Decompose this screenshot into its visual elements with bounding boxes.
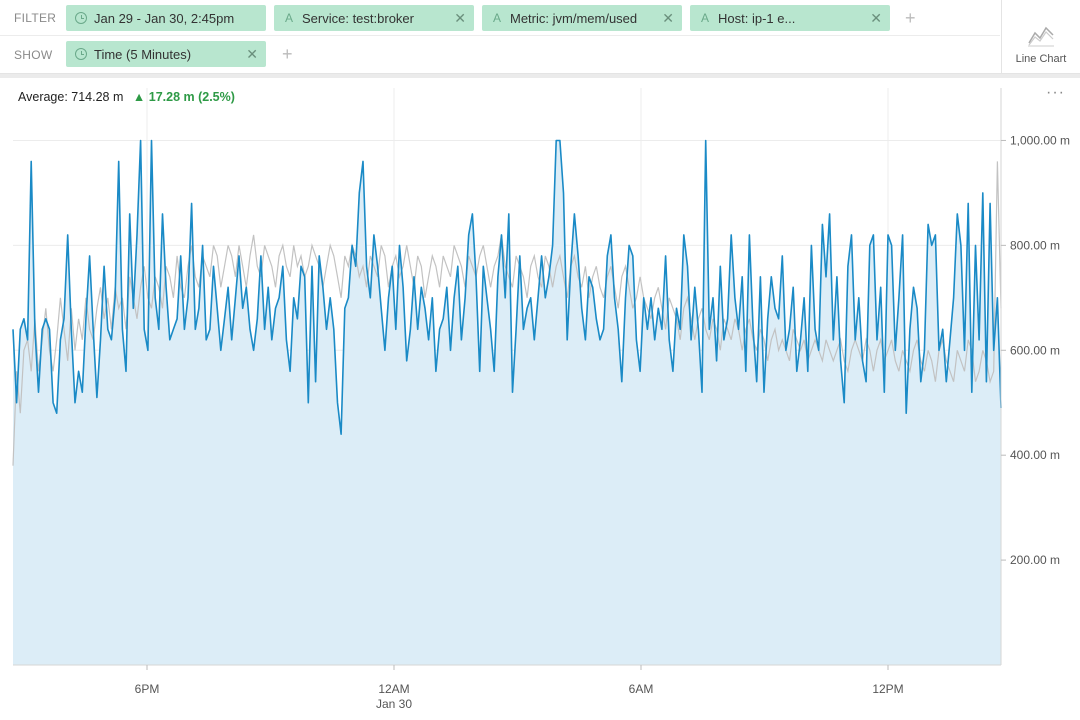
y-tick-label: 400.00 m (1010, 448, 1060, 462)
x-tick-label: 6AM (629, 682, 654, 696)
more-options-icon[interactable]: ··· (1046, 84, 1065, 101)
x-tick-label: 12AM (378, 682, 409, 696)
y-tick-label: 1,000.00 m (1010, 133, 1070, 147)
filter-pill-text: Service: test:broker (302, 10, 414, 26)
x-tick-label: 12PM (872, 682, 903, 696)
delta-value: ▲ 17.28 m (2.5%) (133, 90, 235, 104)
close-icon[interactable]: ✕ (662, 10, 674, 26)
filter-pill-host[interactable]: A Host: ip-1 e... ✕ (690, 5, 890, 31)
filter-pill-text: Host: ip-1 e... (718, 10, 796, 26)
show-row: SHOW Time (5 Minutes) ✕ + (0, 37, 1000, 73)
close-icon[interactable]: ✕ (870, 10, 882, 26)
close-icon[interactable]: ✕ (454, 10, 466, 26)
close-icon[interactable]: ✕ (246, 46, 258, 62)
filter-pill-text: Jan 29 - Jan 30, 2:45pm (94, 10, 235, 26)
up-triangle-icon: ▲ (132, 90, 146, 104)
chart-panel: 200.00 m 400.00 m 600.00 m 800.00 m 1,000.00… (0, 78, 1080, 715)
current-area-fill (13, 140, 1001, 665)
line-chart[interactable]: 200.00 m 400.00 m 600.00 m 800.00 m 1,000.00… (0, 78, 1080, 715)
clock-icon (74, 11, 88, 25)
add-split-button[interactable]: + (282, 44, 293, 64)
show-pill-text: Time (5 Minutes) (94, 46, 192, 62)
clock-icon (74, 47, 88, 61)
y-tick-label: 800.00 m (1010, 238, 1060, 252)
y-tick-label: 200.00 m (1010, 553, 1060, 567)
filter-pill-text: Metric: jvm/mem/used (510, 10, 638, 26)
chart-type-label: Line Chart (1015, 53, 1067, 65)
x-tick-label: 6PM (135, 682, 160, 696)
show-pill-time[interactable]: Time (5 Minutes) ✕ (66, 41, 266, 67)
filter-row: FILTER Jan 29 - Jan 30, 2:45pm A Service… (0, 0, 1000, 36)
delta-text: 17.28 m (2.5%) (148, 90, 235, 104)
y-tick-label: 600.00 m (1010, 343, 1060, 357)
chart-type-selector[interactable]: Line Chart (1001, 0, 1080, 74)
filter-pill-time[interactable]: Jan 29 - Jan 30, 2:45pm (66, 5, 266, 31)
show-label: SHOW (14, 48, 53, 62)
attribute-icon: A (700, 11, 709, 25)
summary: Average: 714.28 m ▲ 17.28 m (2.5%) (18, 90, 235, 104)
attribute-icon: A (492, 11, 501, 25)
x-tick-sublabel: Jan 30 (376, 697, 412, 711)
add-filter-button[interactable]: + (905, 8, 916, 28)
toolbar-divider (0, 74, 1080, 78)
filter-pill-metric[interactable]: A Metric: jvm/mem/used ✕ (482, 5, 682, 31)
average-value: Average: 714.28 m (18, 90, 124, 104)
filter-label: FILTER (14, 11, 57, 25)
current-series-line (12, 139, 1002, 436)
attribute-icon: A (284, 11, 293, 25)
filter-pill-service[interactable]: A Service: test:broker ✕ (274, 5, 474, 31)
line-chart-icon (1028, 26, 1054, 47)
query-toolbar: FILTER Jan 29 - Jan 30, 2:45pm A Service… (0, 0, 1080, 74)
